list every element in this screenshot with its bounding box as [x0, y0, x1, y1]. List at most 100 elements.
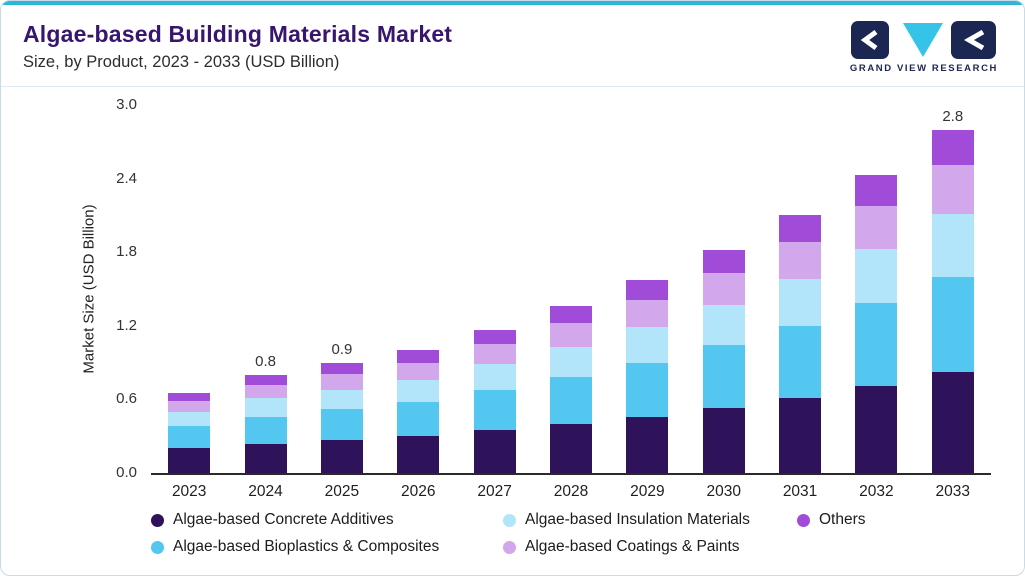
brand-name: GRAND VIEW RESEARCH [849, 63, 998, 74]
legend-swatch-icon [503, 540, 516, 554]
bar-stack-2026 [397, 350, 440, 473]
bar-segment [168, 448, 211, 473]
page-title: Algae-based Building Materials Market [23, 21, 453, 47]
x-tick-2027: 2027 [477, 483, 512, 500]
legend-item: Algae-based Coatings & Paints [503, 538, 797, 556]
bar-segment [320, 409, 363, 440]
legend-label: Algae-based Insulation Materials [525, 511, 750, 528]
legend-label: Algae-based Concrete Additives [173, 511, 394, 528]
legend-label: Algae-based Bioplastics & Composites [173, 538, 440, 555]
brand-logo: GRAND VIEW RESEARCH [850, 21, 998, 74]
bar-segment [702, 408, 745, 473]
y-tick-1.8: 1.8 [116, 243, 137, 261]
bar-segment [855, 248, 898, 303]
bar-segment [244, 443, 287, 473]
x-tick-2030: 2030 [706, 483, 741, 500]
bar-segment [855, 385, 898, 473]
bar-segment [320, 389, 363, 410]
bar-stack-2024 [244, 374, 287, 473]
bar-segment [931, 165, 974, 215]
y-tick-0.0: 0.0 [116, 464, 137, 481]
legend-item: Others [797, 511, 866, 529]
bar-segment [779, 215, 822, 243]
bar-stack-2033 [931, 129, 974, 473]
bar-total-label-2024: 0.8 [255, 352, 276, 370]
bar-stack-2028 [549, 306, 592, 473]
bar-segment [702, 345, 745, 408]
bar-segment [244, 398, 287, 417]
bar-group-2030: 2030 [686, 105, 762, 500]
bar-segment [626, 416, 669, 473]
bar-segment [244, 384, 287, 399]
bar-segment [779, 325, 822, 399]
bar-segment [168, 400, 211, 412]
bar-segment [702, 273, 745, 305]
bar-group-2026: 2026 [380, 105, 456, 500]
bar-segment [549, 323, 592, 347]
x-tick-2023: 2023 [171, 483, 207, 500]
bar-segment [626, 362, 669, 417]
legend-swatch-icon [797, 513, 810, 527]
legend-label: Others [819, 511, 866, 528]
x-tick-2024: 2024 [248, 483, 283, 500]
bar-segment [626, 300, 669, 328]
bar-segment [473, 344, 516, 364]
bar-group-2025: 0.9 2025 [304, 105, 380, 500]
bar-total-label-2033: 2.8 [942, 107, 964, 125]
bar-segment [549, 306, 592, 324]
y-tick-0.6: 0.6 [116, 390, 137, 408]
bar-stack-2025 [320, 362, 363, 473]
bar-segment [168, 411, 211, 427]
bar-segment [549, 377, 592, 424]
legend-label: Algae-based Coatings & Paints [525, 538, 740, 555]
bar-segment [855, 174, 898, 206]
legend-swatch-icon [503, 513, 516, 527]
bar-stack-2031 [779, 215, 822, 473]
bar-segment [931, 372, 974, 473]
bar-segment [397, 350, 440, 363]
bar-segment [779, 279, 822, 326]
x-tick-2033: 2033 [935, 483, 971, 500]
y-tick-2.4: 2.4 [116, 169, 137, 187]
bar-segment [397, 436, 440, 473]
y-tick-3.0: 3.0 [116, 96, 137, 113]
y-tick-1.2: 1.2 [116, 316, 137, 334]
bar-segment [931, 214, 974, 277]
bar-segment [473, 329, 516, 345]
bar-stack-2023 [168, 393, 211, 473]
bar-segment [702, 249, 745, 274]
top-accent-bar [1, 1, 1024, 5]
bars-container: 2023 0.8 2024 0.9 2025 2026 2027 2028 2029 2030 20… [151, 105, 991, 500]
bar-stack-2030 [702, 249, 745, 473]
bar-group-2024: 0.8 2024 [227, 105, 303, 500]
bar-segment [397, 401, 440, 437]
bar-group-2023: 2023 [151, 105, 227, 500]
bar-segment [473, 430, 516, 473]
x-tick-2025: 2025 [324, 483, 360, 500]
bar-segment [244, 416, 287, 444]
bar-segment [855, 205, 898, 249]
bar-segment [320, 362, 363, 374]
bar-group-2033: 2.8 2033 [915, 105, 991, 500]
bar-segment [320, 439, 363, 473]
bar-segment [626, 280, 669, 301]
bar-stack-2027 [473, 329, 516, 473]
bar-segment [168, 393, 211, 401]
bar-segment [397, 379, 440, 402]
bar-segment [473, 363, 516, 390]
bar-segment [931, 129, 974, 166]
legend-swatch-icon [151, 540, 164, 554]
legend-item: Algae-based Concrete Additives [151, 511, 503, 529]
bar-segment [779, 242, 822, 280]
bar-segment [320, 373, 363, 390]
bar-stack-2032 [855, 174, 898, 473]
y-axis-label: Market Size (USD Billion) [80, 204, 98, 374]
bar-segment [168, 426, 211, 449]
x-tick-2032: 2032 [859, 483, 894, 500]
x-tick-2026: 2026 [401, 483, 436, 500]
bar-segment [473, 389, 516, 431]
bar-segment [779, 398, 822, 473]
plot-area: 2023 0.8 2024 0.9 2025 2026 2027 2028 2029 2030 20… [116, 96, 991, 500]
bar-segment [702, 304, 745, 346]
